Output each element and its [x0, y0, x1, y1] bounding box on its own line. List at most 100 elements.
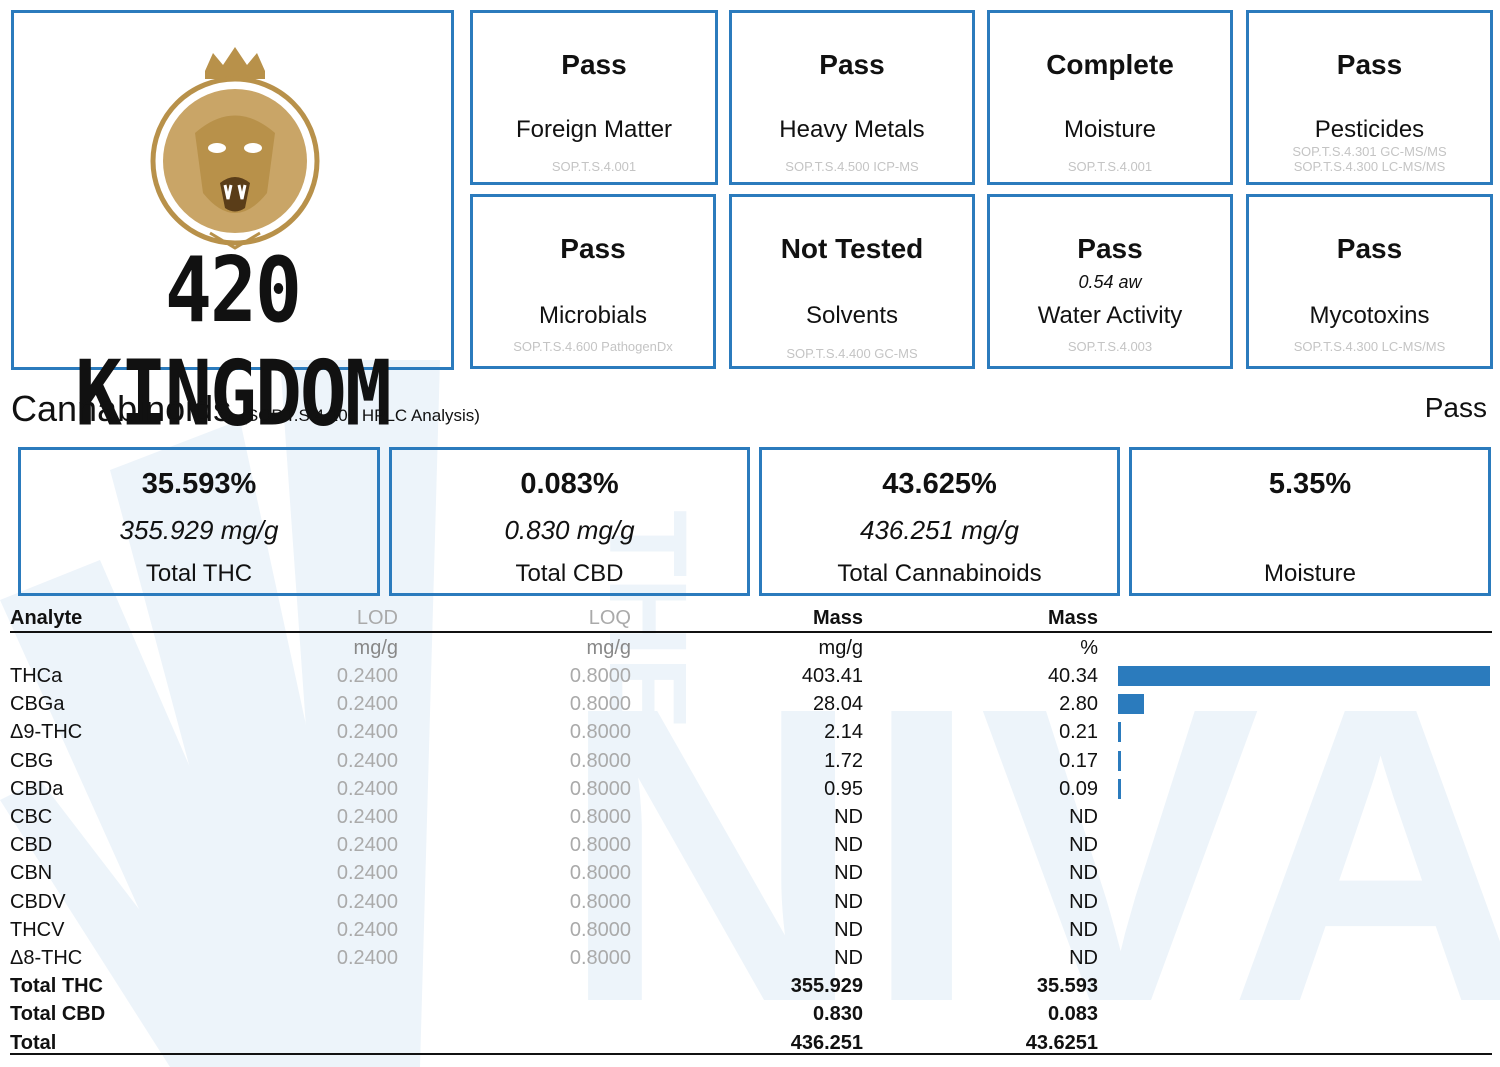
table-row: Δ8-THC 0.2400 0.8000 ND ND: [0, 944, 1500, 972]
analyte-mass: ND: [834, 806, 863, 828]
summary-label: Moisture: [1263, 560, 1357, 587]
table-row: CBG 0.2400 0.8000 1.72 0.17: [0, 747, 1500, 775]
summary-label: Total Cannabinoids: [837, 560, 1042, 587]
unit-mass: mg/g: [818, 637, 863, 659]
table-row: CBN 0.2400 0.8000 ND ND: [0, 859, 1500, 887]
test-method: SOP.T.S.4.500 ICP-MS: [785, 159, 919, 174]
test-status: Pass: [1336, 233, 1403, 264]
analyte-mass: 403.41: [801, 665, 863, 687]
analyte-percent: ND: [1069, 947, 1098, 969]
table-bottom-divider: [10, 1053, 1492, 1055]
test-card-mycotoxins: Pass Mycotoxins SOP.T.S.4.300 LC-MS/MS: [1246, 194, 1493, 369]
test-status: Pass: [1077, 233, 1143, 264]
summary-mg: 0.830 mg/g: [504, 515, 635, 545]
analyte-loq: 0.8000: [569, 693, 631, 716]
analyte-loq: 0.8000: [569, 918, 631, 941]
summary-label: Total CBD: [515, 560, 624, 587]
total-percent: 43.6251: [1025, 1031, 1098, 1054]
test-card-heavy-metals: Pass Heavy Metals SOP.T.S.4.500 ICP-MS: [729, 10, 975, 185]
analyte-percent: ND: [1069, 834, 1098, 857]
analyte-mass: ND: [834, 918, 863, 941]
test-name: Water Activity: [1037, 302, 1183, 329]
analyte-name: THCa: [10, 665, 63, 687]
test-method: SOP.T.S.4.003: [1067, 339, 1153, 354]
header-mass-pct: Mass: [1047, 607, 1098, 629]
analyte-percent: ND: [1069, 918, 1098, 941]
brand-logo-text: 420 KINGDOM: [75, 239, 392, 447]
analyte-name: CBC: [10, 806, 53, 828]
analyte-percent-bar: [1118, 694, 1144, 715]
test-status: Pass: [560, 233, 626, 264]
header-mass: Mass: [812, 607, 863, 629]
cannabinoids-method: (SOP.T.S.4.100 HPLC Analysis): [241, 406, 480, 425]
summary-mg: 355.929 mg/g: [119, 515, 279, 545]
table-row: Δ9-THC 0.2400 0.8000 2.14 0.21: [0, 718, 1500, 746]
analyte-lod: 0.2400: [336, 777, 398, 800]
analyte-percent-bar: [1118, 722, 1121, 743]
test-card-foreign-matter: Pass Foreign Matter SOP.T.S.4.001: [470, 10, 718, 185]
summary-total-cannabinoids: 43.625% 436.251 mg/g Total Cannabinoids: [759, 447, 1120, 596]
analyte-percent: 0.09: [1059, 777, 1098, 800]
analyte-lod: 0.2400: [336, 721, 398, 744]
analyte-loq: 0.8000: [569, 806, 631, 828]
test-name: Solvents: [805, 302, 899, 329]
analyte-mass: ND: [834, 862, 863, 885]
analyte-lod: 0.2400: [336, 665, 398, 687]
analyte-percent-bar: [1118, 666, 1490, 686]
cannabinoids-status: Pass: [1424, 392, 1487, 423]
test-name: Pesticides: [1314, 116, 1425, 143]
analyte-name: CBD: [10, 834, 53, 857]
test-card-water-activity: Pass 0.54 aw Water Activity SOP.T.S.4.00…: [987, 194, 1233, 369]
total-mass: 0.830: [812, 1003, 863, 1026]
total-mass: 355.929: [790, 975, 863, 998]
test-method: SOP.T.S.4.301 GC-MS/MS: [1292, 144, 1447, 159]
summary-moisture: 5.35% Moisture: [1129, 447, 1491, 596]
analyte-mass: 1.72: [824, 749, 863, 772]
total-name: Total THC: [10, 975, 103, 998]
analyte-name: CBDa: [10, 777, 64, 800]
analyte-name: CBGa: [10, 693, 65, 716]
analyte-mass: ND: [834, 947, 863, 969]
cannabinoids-heading: Cannabinoids (SOP.T.S.4.100 HPLC Analysi…: [11, 388, 480, 430]
analyte-name: Δ8-THC: [10, 947, 83, 969]
cannabinoids-title: Cannabinoids: [11, 388, 232, 429]
analyte-lod: 0.2400: [336, 862, 398, 885]
test-name: Moisture: [1063, 116, 1157, 143]
analyte-name: Δ9-THC: [10, 721, 83, 744]
analyte-lod: 0.2400: [336, 749, 398, 772]
test-status: Pass: [1336, 49, 1403, 80]
analyte-mass: 0.95: [824, 777, 863, 800]
analyte-loq: 0.8000: [569, 890, 631, 913]
unit-lod: mg/g: [353, 637, 398, 659]
test-method: SOP.T.S.4.400 GC-MS: [786, 346, 918, 361]
test-status: Pass: [819, 49, 885, 80]
analyte-percent: ND: [1069, 862, 1098, 885]
summary-percent: 5.35%: [1268, 468, 1352, 500]
table-row: THCa 0.2400 0.8000 403.41 40.34: [0, 662, 1500, 690]
header-analyte: Analyte: [10, 607, 83, 629]
analyte-loq: 0.8000: [569, 777, 631, 800]
analyte-percent: 0.21: [1059, 721, 1098, 744]
test-card-solvents: Not Tested Solvents SOP.T.S.4.400 GC-MS: [729, 194, 975, 369]
analyte-percent: ND: [1069, 890, 1098, 913]
analyte-loq: 0.8000: [569, 721, 631, 744]
summary-total-thc: 35.593% 355.929 mg/g Total THC: [18, 447, 380, 596]
test-name: Mycotoxins: [1309, 302, 1430, 329]
test-card-moisture: Complete Moisture SOP.T.S.4.001: [987, 10, 1233, 185]
test-status: Complete: [1046, 49, 1174, 80]
analyte-percent-bar: [1118, 750, 1121, 771]
header-loq: LOQ: [588, 607, 631, 629]
test-method: SOP.T.S.4.001: [1067, 159, 1153, 174]
analyte-loq: 0.8000: [569, 862, 631, 885]
test-note: 0.54 aw: [1078, 272, 1142, 292]
analyte-lod: 0.2400: [336, 890, 398, 913]
analyte-mass: 28.04: [812, 693, 863, 716]
analyte-mass: ND: [834, 890, 863, 913]
analyte-lod: 0.2400: [336, 834, 398, 857]
test-name: Heavy Metals: [779, 116, 925, 143]
table-row: CBDa 0.2400 0.8000 0.95 0.09: [0, 775, 1500, 803]
analyte-name: THCV: [10, 918, 65, 941]
analyte-percent: 2.80: [1059, 693, 1098, 716]
analyte-lod: 0.2400: [336, 693, 398, 716]
analyte-lod: 0.2400: [336, 806, 398, 828]
